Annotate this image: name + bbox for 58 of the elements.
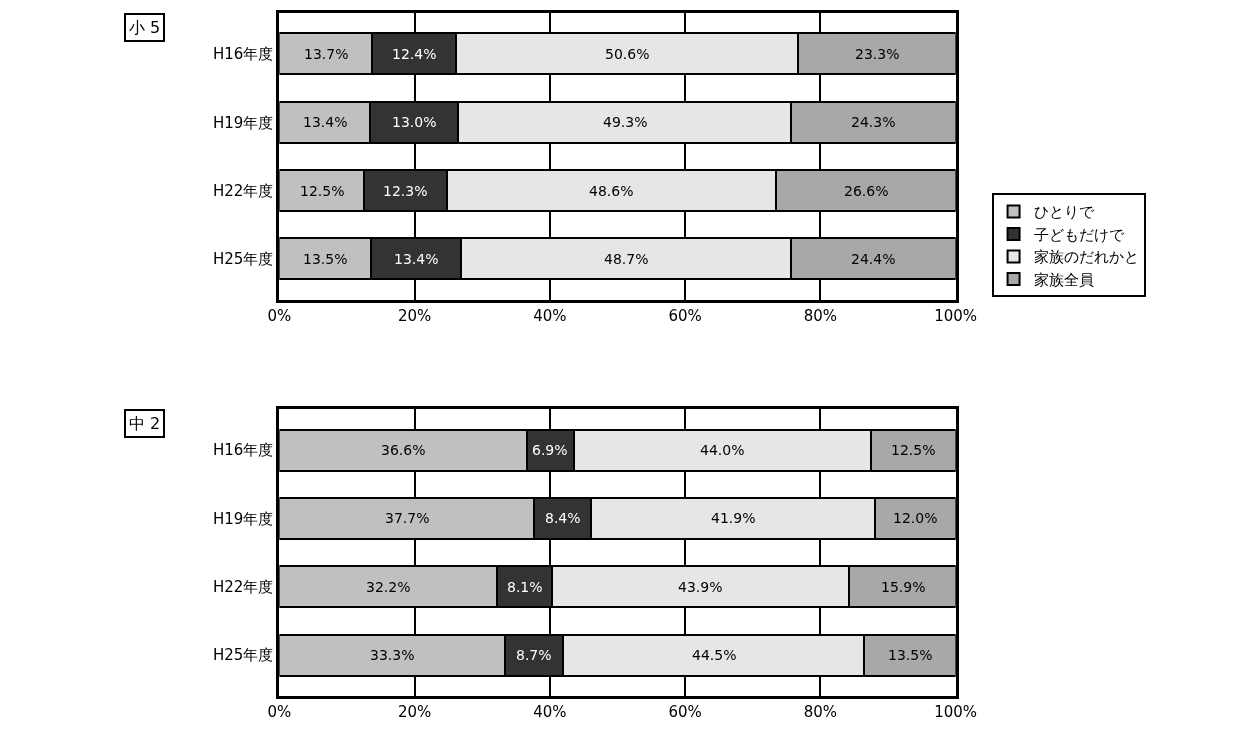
data-label: 32.2% xyxy=(366,579,411,595)
x-tick-label: 40% xyxy=(533,703,567,721)
data-label: 44.0% xyxy=(700,442,745,458)
data-label: 24.3% xyxy=(851,114,896,130)
y-tick-label: H16年度 xyxy=(212,45,274,64)
data-label: 49.3% xyxy=(603,114,648,130)
x-tick-label: 60% xyxy=(668,703,702,721)
x-tick-label: 20% xyxy=(397,306,432,325)
data-label: 48.6% xyxy=(589,183,634,199)
data-label: 43.9% xyxy=(678,579,723,595)
x-tick-label: 100% xyxy=(934,306,978,325)
y-tick-label: H16年度 xyxy=(212,441,274,460)
x-tick-label: 0% xyxy=(267,703,292,721)
y-tick-label: H19年度 xyxy=(212,113,274,132)
text: 小 5 xyxy=(129,18,161,37)
legend-label: 家族全員 xyxy=(1033,270,1094,289)
data-label: 44.5% xyxy=(692,647,737,663)
data-label: 8.1% xyxy=(507,579,543,595)
x-tick-label: 100% xyxy=(934,703,978,721)
x-tick-label: 80% xyxy=(803,703,838,721)
data-label: 13.5% xyxy=(888,647,933,663)
data-label: 6.9% xyxy=(532,442,568,458)
y-tick-label: H25年度 xyxy=(212,646,274,665)
y-tick-label: H22年度 xyxy=(212,181,274,200)
y-tick-label: H25年度 xyxy=(212,250,274,269)
x-tick-label: 80% xyxy=(803,306,838,325)
data-label: 12.5% xyxy=(300,183,345,199)
data-label: 13.4% xyxy=(394,251,439,267)
x-tick-label: 20% xyxy=(397,703,432,721)
data-label: 12.4% xyxy=(392,46,437,62)
data-label: 12.0% xyxy=(893,510,938,526)
data-label: 12.5% xyxy=(891,442,936,458)
data-label: 50.6% xyxy=(605,46,650,62)
data-label: 23.3% xyxy=(855,46,900,62)
data-label: 41.9% xyxy=(711,510,756,526)
data-label: 24.4% xyxy=(851,251,896,267)
data-label: 36.6% xyxy=(381,442,426,458)
data-label: 48.7% xyxy=(604,251,649,267)
y-tick-label: H19年度 xyxy=(212,509,274,528)
legend-label: 家族のだれかと xyxy=(1033,248,1139,267)
data-label: 37.7% xyxy=(385,510,430,526)
data-label: 8.4% xyxy=(545,510,581,526)
x-tick-label: 60% xyxy=(668,306,702,325)
data-label: 13.7% xyxy=(304,46,349,62)
data-label: 13.4% xyxy=(303,114,348,130)
y-tick-label: H22年度 xyxy=(212,577,274,596)
x-tick-label: 0% xyxy=(267,306,292,325)
x-tick-label: 40% xyxy=(533,306,567,325)
legend-label: ひとりで xyxy=(1033,203,1095,222)
legend-label: 子どもだけで xyxy=(1033,225,1125,244)
data-label: 8.7% xyxy=(516,647,552,663)
data-label: 12.3% xyxy=(383,183,428,199)
data-label: 26.6% xyxy=(844,183,889,199)
data-label: 13.5% xyxy=(303,251,348,267)
text: 中 2 xyxy=(129,414,161,433)
data-label: 13.0% xyxy=(392,114,437,130)
data-label: 33.3% xyxy=(370,647,415,663)
data-label: 15.9% xyxy=(881,579,926,595)
